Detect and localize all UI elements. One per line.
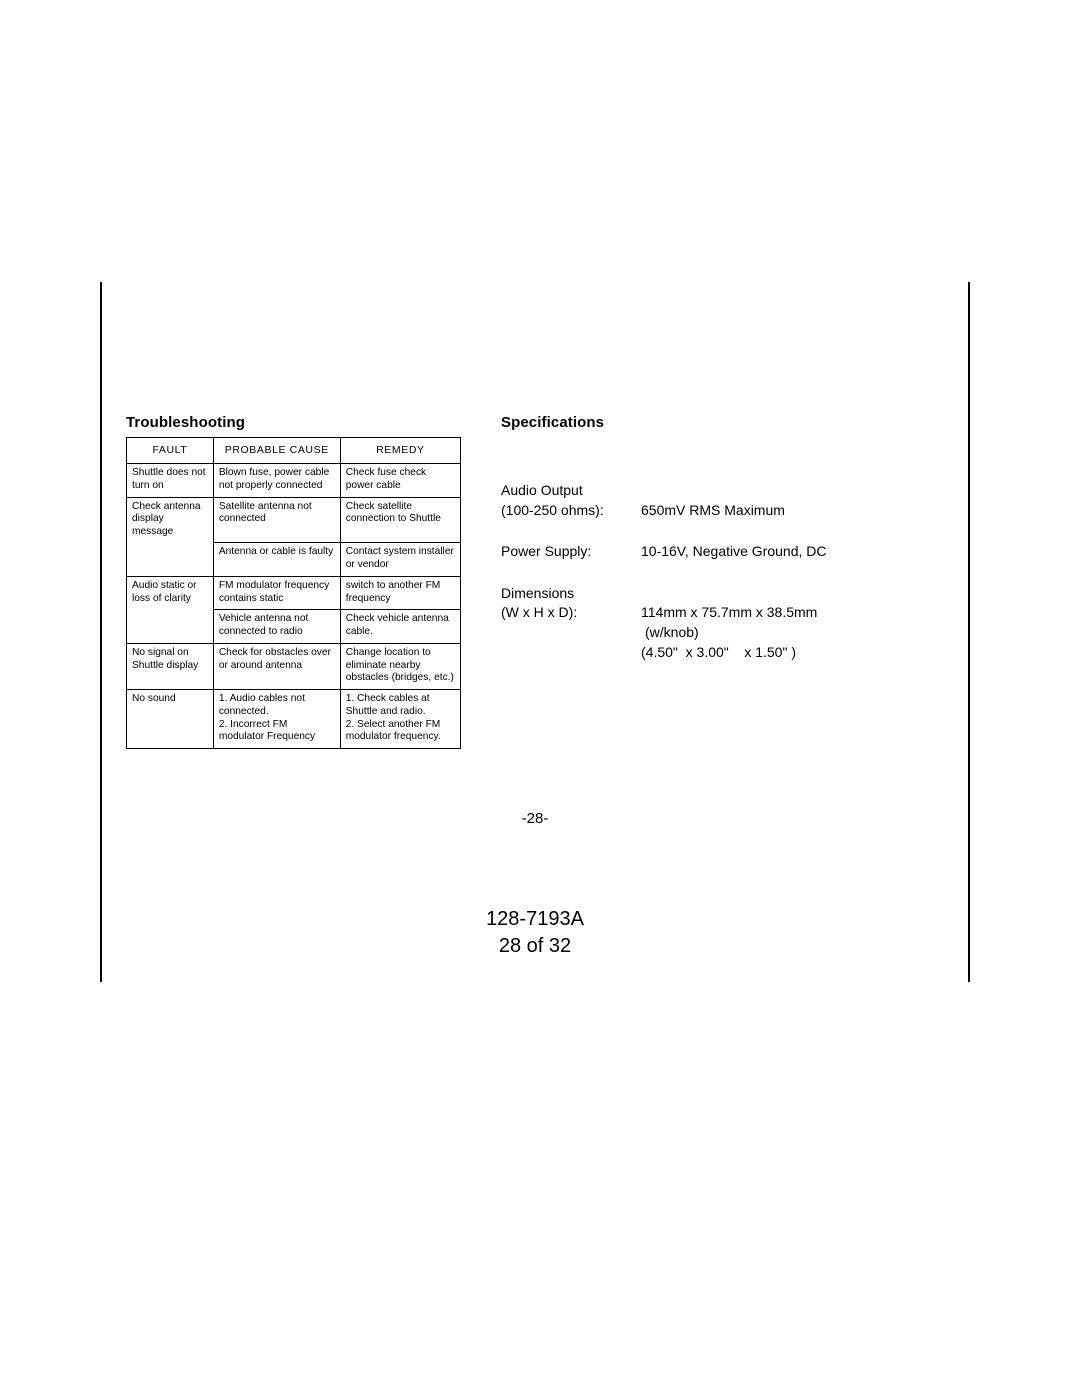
- cell-cause: Check for obstacles over or around anten…: [213, 643, 340, 689]
- cell-cause: Satellite antenna not connected: [213, 497, 340, 543]
- table-header-row: FAULT PROBABLE CAUSE REMEDY: [127, 438, 461, 464]
- table-row: No signal on Shuttle displayCheck for ob…: [127, 643, 461, 689]
- cell-cause: Vehicle antenna not connected to radio: [213, 610, 340, 644]
- troubleshooting-column: Troubleshooting FAULT PROBABLE CAUSE REM…: [126, 414, 461, 802]
- cell-fault: [127, 610, 214, 644]
- spec-label: Dimensions: [501, 584, 944, 604]
- table-row: Shuttle does not turn onBlown fuse, powe…: [127, 464, 461, 498]
- col-fault: FAULT: [127, 438, 214, 464]
- page-number: -28-: [102, 802, 968, 827]
- cell-remedy: Contact system installer or vendor: [340, 543, 460, 577]
- manual-page: Troubleshooting FAULT PROBABLE CAUSE REM…: [100, 282, 970, 982]
- spec-label: (W x H x D):: [501, 603, 641, 662]
- cell-remedy: Change location to eliminate nearby obst…: [340, 643, 460, 689]
- cell-remedy: Check fuse check power cable: [340, 464, 460, 498]
- troubleshooting-table: FAULT PROBABLE CAUSE REMEDY Shuttle does…: [126, 437, 461, 749]
- cell-cause: FM modulator frequency contains static: [213, 576, 340, 610]
- spec-audio-output: Audio Output (100-250 ohms): 650mV RMS M…: [501, 481, 944, 520]
- table-row: Antenna or cable is faultyContact system…: [127, 543, 461, 577]
- document-id-block: 128-7193A 28 of 32: [102, 906, 968, 960]
- cell-fault: No signal on Shuttle display: [127, 643, 214, 689]
- spec-value-line: (4.50" x 3.00" x 1.50" ): [641, 644, 796, 660]
- table-row: Vehicle antenna not connected to radioCh…: [127, 610, 461, 644]
- cell-fault: Check antenna display message: [127, 497, 214, 543]
- cell-cause: 1. Audio cables not connected. 2. Incorr…: [213, 690, 340, 749]
- document-id: 128-7193A: [102, 906, 968, 933]
- table-row: Audio static or loss of clarityFM modula…: [127, 576, 461, 610]
- spec-label: Power Supply:: [501, 542, 641, 562]
- specifications-list: Audio Output (100-250 ohms): 650mV RMS M…: [501, 437, 944, 662]
- spec-value: 10-16V, Negative Ground, DC: [641, 542, 944, 562]
- troubleshooting-heading: Troubleshooting: [126, 414, 461, 431]
- cell-remedy: Check vehicle antenna cable.: [340, 610, 460, 644]
- cell-cause: Antenna or cable is faulty: [213, 543, 340, 577]
- cell-fault: [127, 543, 214, 577]
- spec-label: (100-250 ohms):: [501, 501, 641, 521]
- col-remedy: REMEDY: [340, 438, 460, 464]
- spec-dimensions: Dimensions (W x H x D): 114mm x 75.7mm x…: [501, 584, 944, 662]
- spec-value-line: (w/knob): [641, 624, 699, 640]
- table-body: Shuttle does not turn onBlown fuse, powe…: [127, 464, 461, 749]
- spec-label: Audio Output: [501, 481, 944, 501]
- spec-value-line: 114mm x 75.7mm x 38.5mm: [641, 604, 817, 620]
- cell-fault: Shuttle does not turn on: [127, 464, 214, 498]
- specifications-column: Specifications Audio Output (100-250 ohm…: [501, 414, 944, 802]
- specifications-heading: Specifications: [501, 414, 944, 431]
- spec-value: 650mV RMS Maximum: [641, 501, 944, 521]
- cell-remedy: 1. Check cables at Shuttle and radio. 2.…: [340, 690, 460, 749]
- cell-remedy: switch to another FM frequency: [340, 576, 460, 610]
- cell-fault: Audio static or loss of clarity: [127, 576, 214, 610]
- spec-value: 114mm x 75.7mm x 38.5mm (w/knob) (4.50" …: [641, 603, 944, 662]
- col-cause: PROBABLE CAUSE: [213, 438, 340, 464]
- two-column-layout: Troubleshooting FAULT PROBABLE CAUSE REM…: [102, 282, 968, 802]
- spec-power-supply: Power Supply: 10-16V, Negative Ground, D…: [501, 542, 944, 562]
- document-page: 28 of 32: [102, 933, 968, 960]
- cell-remedy: Check satellite connection to Shuttle: [340, 497, 460, 543]
- table-row: Check antenna display messageSatellite a…: [127, 497, 461, 543]
- table-row: No sound1. Audio cables not connected. 2…: [127, 690, 461, 749]
- cell-cause: Blown fuse, power cable not properly con…: [213, 464, 340, 498]
- cell-fault: No sound: [127, 690, 214, 749]
